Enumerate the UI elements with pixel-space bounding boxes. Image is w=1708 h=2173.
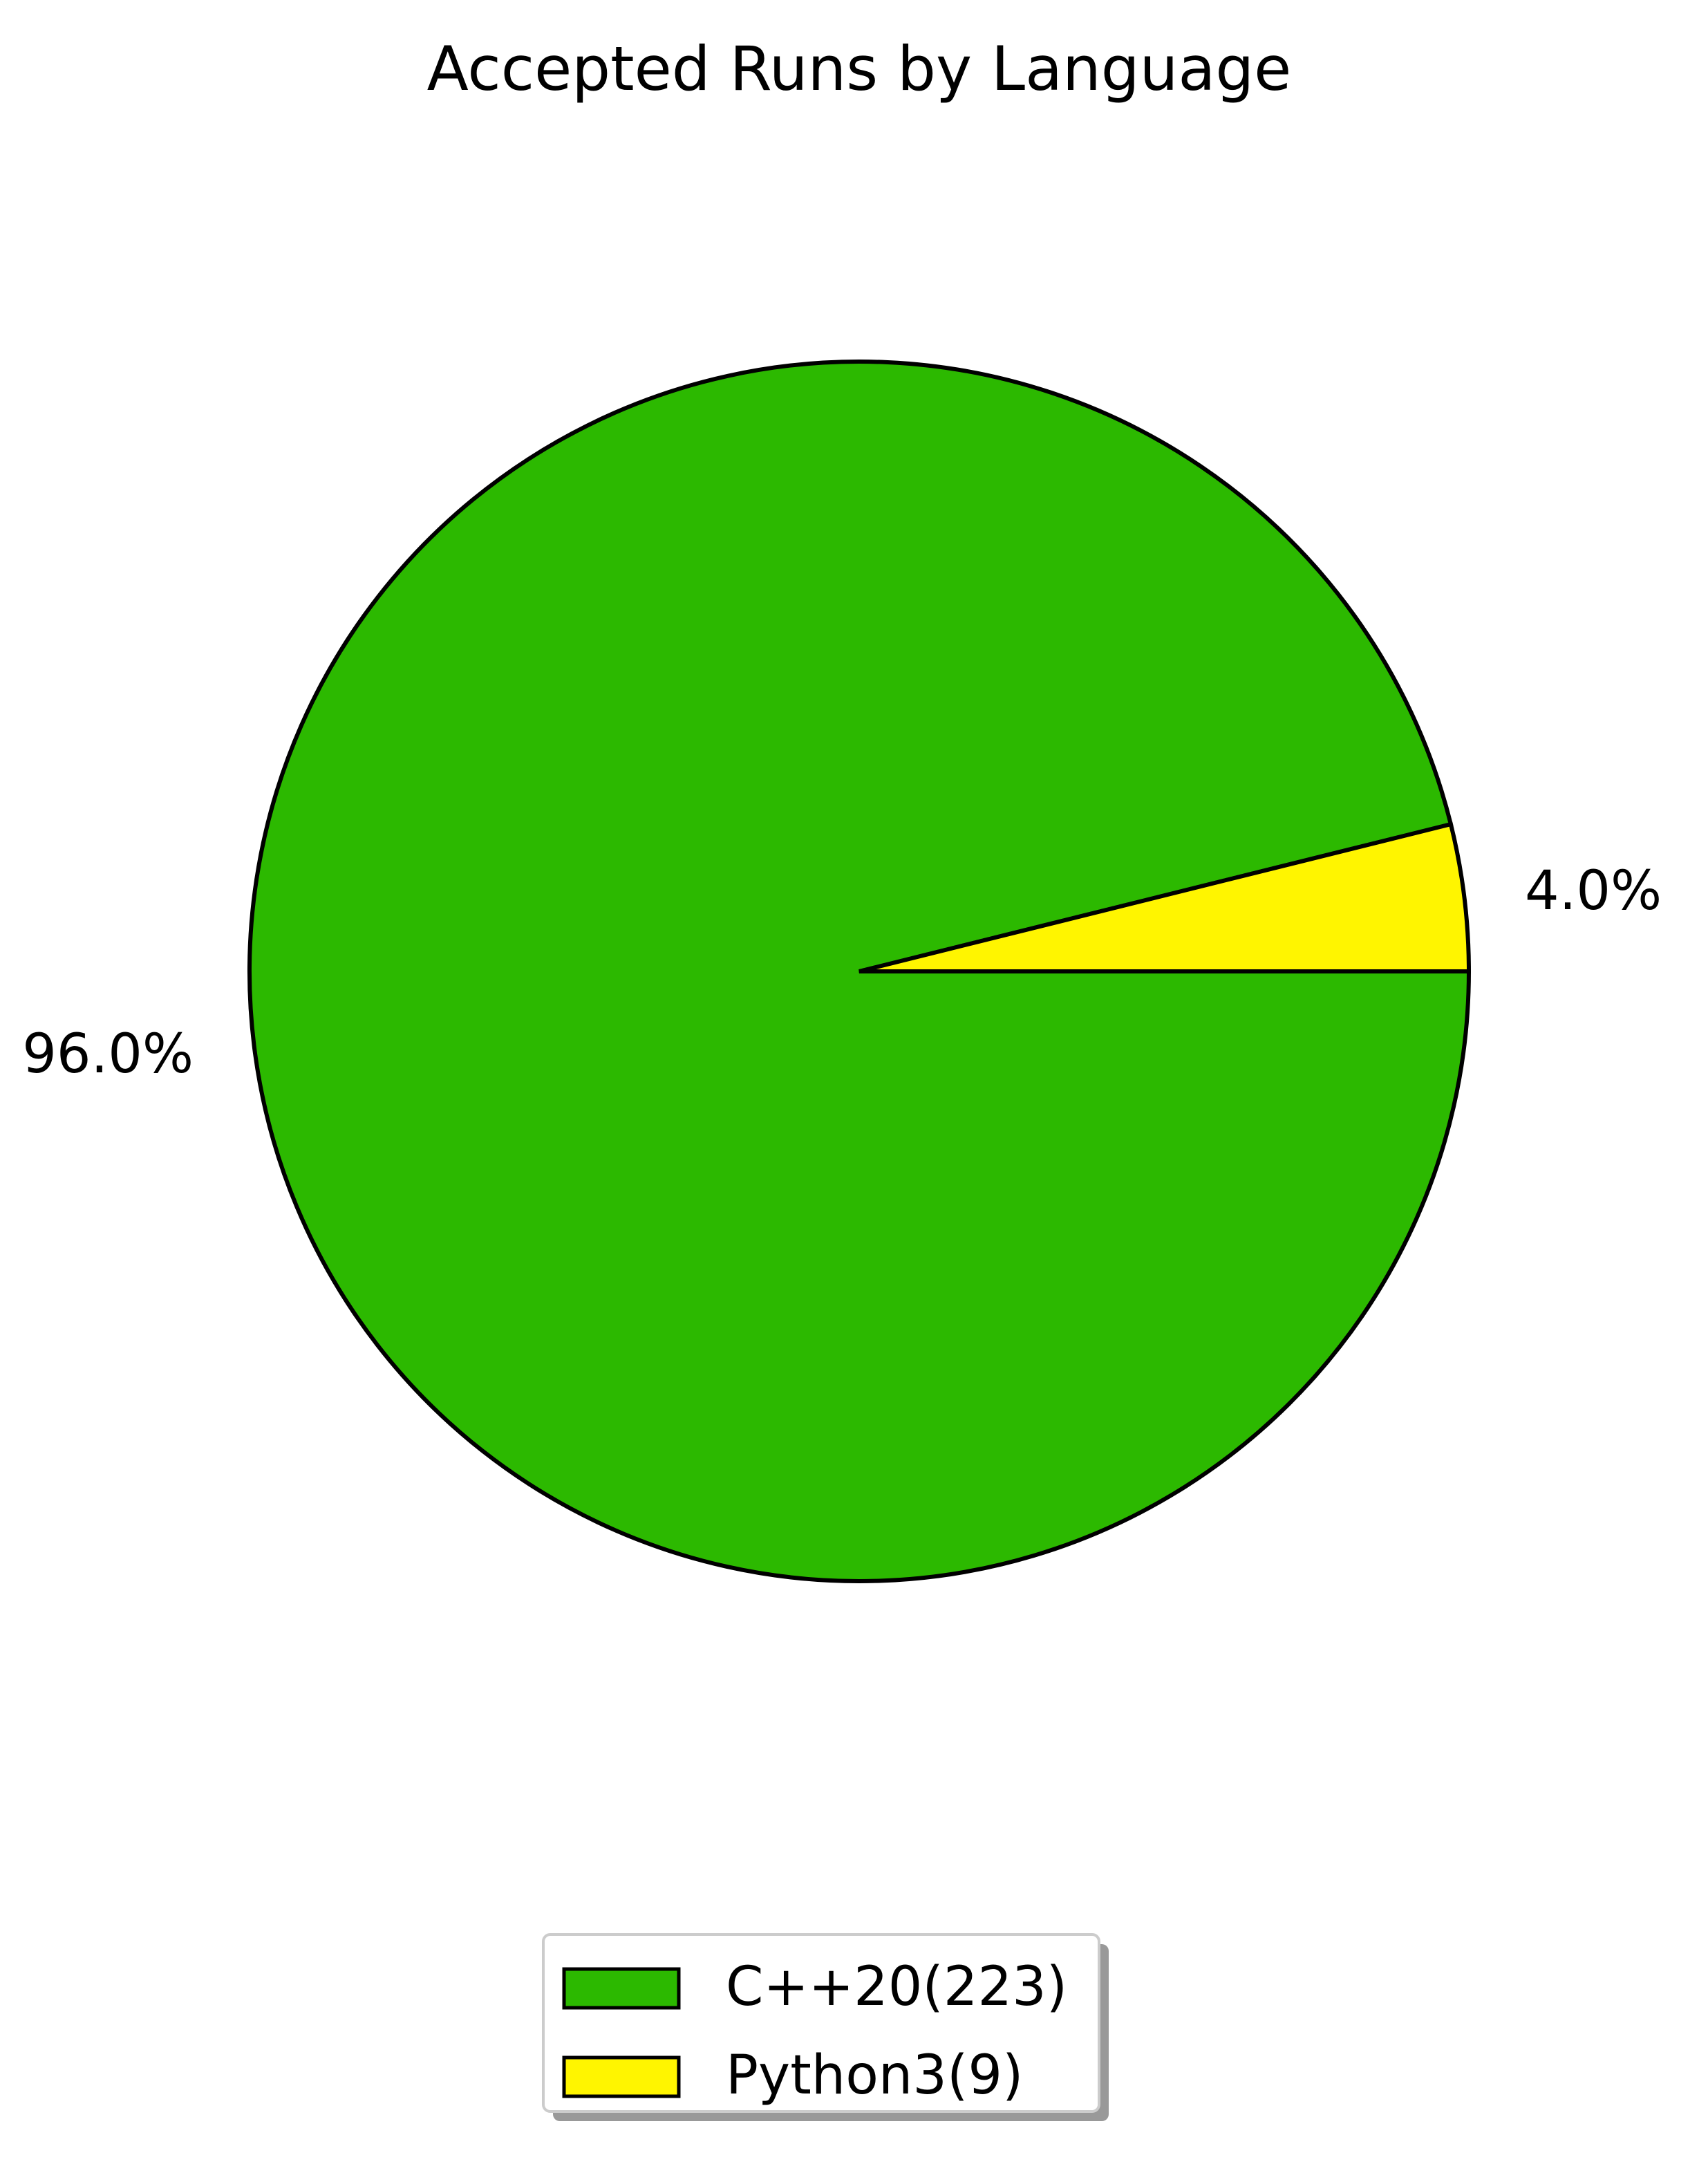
legend-swatch-1 <box>562 2055 681 2098</box>
legend-label-1: Python3(9) <box>726 2044 1024 2107</box>
legend-swatch-0 <box>562 1967 681 2010</box>
legend: C++20(223) Python3(9) <box>542 1933 1109 2121</box>
legend-label-0: C++20(223) <box>726 1956 1067 2018</box>
pie-slice-1 <box>858 821 1472 973</box>
percent-label-0: 96.0% <box>22 1023 194 1085</box>
pie-slices <box>247 359 1472 1583</box>
legend-entries: C++20(223) Python3(9) <box>562 1956 1067 2107</box>
pie-percent-labels: 96.0% 4.0% <box>22 860 1662 1085</box>
legend-box <box>542 1933 1100 2113</box>
percent-label-1: 4.0% <box>1525 860 1662 922</box>
chart-title: Accepted Runs by Language <box>427 33 1292 104</box>
